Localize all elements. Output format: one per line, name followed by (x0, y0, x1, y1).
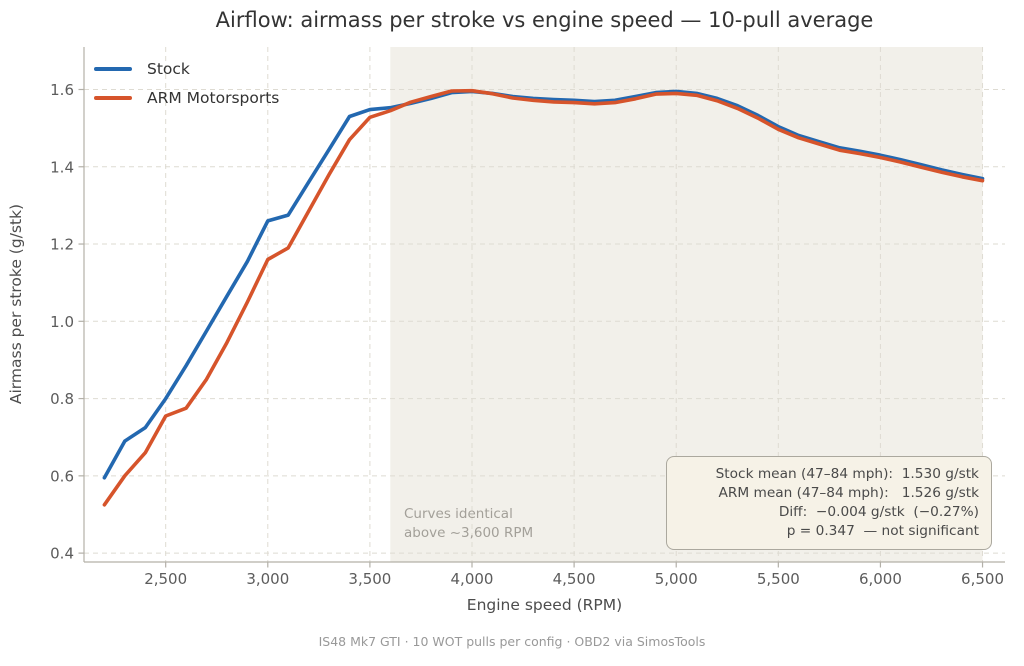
y-tick-label: 0.4 (50, 545, 74, 563)
y-tick-label: 1.4 (50, 158, 74, 176)
chart-title: Airflow: airmass per stroke vs engine sp… (215, 8, 874, 32)
x-tick-label: 5,500 (757, 570, 800, 588)
legend-item-arm-motorsports: ARM Motorsports (94, 83, 279, 112)
x-tick-label: 6,000 (859, 570, 902, 588)
annotation-line-2: above ~3,600 RPM (404, 524, 534, 541)
stats-box: Stock mean (47–84 mph): 1.530 g/stk ARM … (666, 456, 992, 550)
stock-line-swatch (94, 66, 132, 71)
arm-motorsports-line-swatch (94, 95, 132, 100)
legend: Stock ARM Motorsports (94, 54, 279, 112)
stats-line-p-value: p = 0.347 — not significant (786, 523, 979, 539)
x-tick-label: 2,500 (144, 570, 187, 588)
series-line-arm-motorsports (102, 88, 985, 507)
y-tick-label: 1.2 (50, 236, 74, 254)
footer-caption: IS48 Mk7 GTI · 10 WOT pulls per config ·… (318, 634, 706, 649)
y-axis-label: Airmass per stroke (g/stk) (7, 203, 25, 405)
y-tick-label: 1.6 (50, 81, 74, 99)
x-tick-label: 4,500 (553, 570, 596, 588)
x-tick-label: 6,500 (961, 570, 1004, 588)
x-axis-label: Engine speed (RPM) (466, 596, 623, 614)
y-tick-label: 1.0 (50, 313, 74, 331)
stats-line-stock-mean: Stock mean (47–84 mph): 1.530 g/stk (715, 466, 979, 482)
x-tick-label: 5,000 (655, 570, 698, 588)
x-tick-label: 3,000 (246, 570, 289, 588)
annotation-line-1: Curves identical (404, 506, 513, 522)
y-tick-label: 0.8 (50, 390, 74, 408)
x-tick-label: 4,000 (451, 570, 494, 588)
x-tick-label: 3,500 (348, 570, 391, 588)
legend-label-stock: Stock (147, 59, 190, 78)
series-line-stock (102, 89, 985, 480)
stats-line-diff: Diff: −0.004 g/stk (−0.27%) (778, 504, 979, 520)
stats-line-arm-mean: ARM mean (47–84 mph): 1.526 g/stk (718, 485, 979, 501)
legend-item-stock: Stock (94, 54, 279, 83)
shaded-band-annotation: Curves identical above ~3,600 RPM (404, 505, 533, 542)
y-tick-label: 0.6 (50, 467, 74, 485)
legend-label-arm-motorsports: ARM Motorsports (147, 88, 280, 107)
